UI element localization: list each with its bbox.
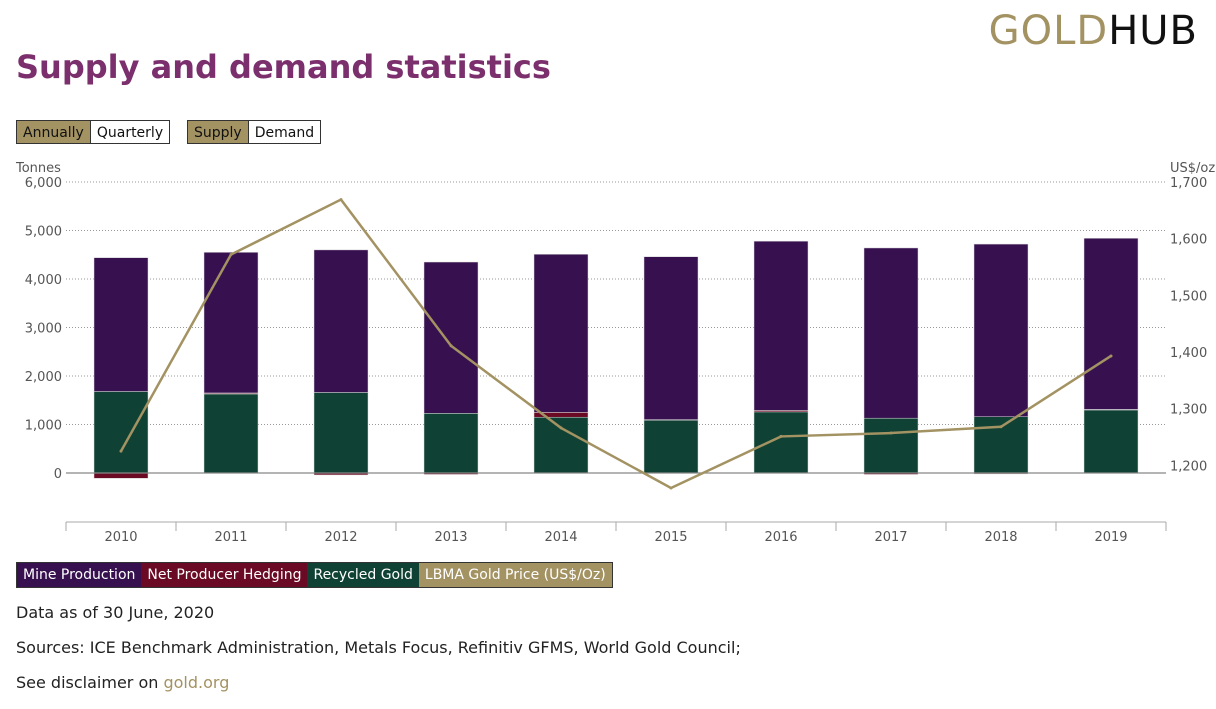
y-tick-label: 0: [54, 467, 62, 482]
price-point-2019: [1109, 354, 1113, 358]
disclaimer-prefix: See disclaimer on: [16, 673, 164, 692]
legend-item-net-producer-hedging[interactable]: Net Producer Hedging: [141, 563, 308, 587]
price-point-2011: [229, 253, 233, 257]
bar-recycled-gold-2018: [973, 416, 1029, 474]
y-tick-label: 4,000: [25, 273, 62, 288]
bar-recycled-gold-2012: [313, 392, 369, 474]
bar-recycled-gold-2010: [93, 391, 149, 474]
supply-chart: Tonnes US$/oz 0 1,000 2,000 3,000 4,000 5,000 6,…: [15, 161, 1215, 545]
logo-hub-text: HUB: [1108, 8, 1198, 54]
y-axis-title: Tonnes: [15, 161, 61, 176]
data-date-note: Data as of 30 June, 2020: [16, 603, 215, 622]
bar-mine-production-2019: [1083, 238, 1139, 410]
gold-org-link[interactable]: gold.org: [163, 673, 230, 692]
bar-recycled-gold-2019: [1083, 409, 1139, 474]
x-tick-label-2018: 2018: [984, 530, 1017, 545]
sources-note: Sources: ICE Benchmark Administration, M…: [16, 638, 741, 657]
demand-button[interactable]: Demand: [248, 120, 322, 144]
legend-item-lbma-gold-price-us-oz[interactable]: LBMA Gold Price (US$/Oz): [418, 563, 612, 587]
price-point-2016: [779, 434, 783, 438]
x-tick-label-2013: 2013: [434, 530, 467, 545]
logo-gold-text: GOLD: [988, 8, 1109, 54]
bar-recycled-gold-2017: [863, 417, 919, 474]
x-tick-label-2011: 2011: [214, 530, 247, 545]
price-line: [119, 197, 1112, 490]
y-tick-label: 5,000: [25, 225, 62, 240]
x-tick-label-2014: 2014: [544, 530, 577, 545]
bar-recycled-gold-2013: [423, 413, 479, 474]
legend-item-mine-production[interactable]: Mine Production: [17, 563, 142, 587]
bar-mine-production-2015: [643, 256, 699, 420]
period-toggle: Annually Quarterly: [16, 120, 171, 144]
x-tick-label-2012: 2012: [324, 530, 357, 545]
bar-recycled-gold-2016: [753, 411, 809, 474]
y-tick-label: 1,000: [25, 419, 62, 434]
y-tick-label: 3,000: [25, 322, 62, 337]
y2-tick-label: 1,400: [1170, 346, 1207, 361]
bar-recycled-gold-2014: [533, 416, 589, 474]
y2-tick-label: 1,200: [1170, 459, 1207, 474]
annually-button[interactable]: Annually: [16, 120, 91, 144]
y-tick-label: 2,000: [25, 370, 62, 385]
bar-recycled-gold-2011: [203, 393, 259, 474]
disclaimer-note: See disclaimer on gold.org: [16, 673, 229, 692]
x-tick-label-2016: 2016: [764, 530, 797, 545]
y2-tick-label: 1,500: [1170, 289, 1207, 304]
goldhub-logo[interactable]: GOLDHUB: [989, 8, 1198, 54]
y2-axis-title: US$/oz: [1170, 161, 1215, 176]
price-point-2014: [559, 426, 563, 430]
x-tick-label-2015: 2015: [654, 530, 687, 545]
bar-mine-production-2014: [533, 254, 589, 413]
quarterly-button[interactable]: Quarterly: [90, 120, 171, 144]
price-point-2018: [999, 425, 1003, 429]
bar-recycled-gold-2015: [643, 419, 699, 474]
bar-mine-production-2013: [423, 261, 479, 414]
x-tick-label-2010: 2010: [104, 530, 137, 545]
bar-net-producer-hedging-2010: [93, 472, 149, 479]
legend-item-recycled-gold[interactable]: Recycled Gold: [307, 563, 419, 587]
bar-mine-production-2016: [753, 240, 809, 411]
price-point-2015: [669, 486, 673, 490]
price-point-2013: [449, 344, 453, 348]
page-title: Supply and demand statistics: [16, 48, 551, 86]
price-point-2010: [119, 449, 123, 453]
bar-mine-production-2010: [93, 257, 149, 392]
chart-legend: Mine Production Net Producer Hedging Recyc…: [16, 562, 613, 588]
bar-mine-production-2018: [973, 243, 1029, 417]
y2-tick-label: 1,300: [1170, 403, 1207, 418]
view-toggle: Supply Demand: [187, 120, 322, 144]
price-point-2012: [339, 198, 343, 202]
y2-tick-label: 1,600: [1170, 233, 1207, 248]
price-point-2017: [889, 431, 893, 435]
x-tick-label-2019: 2019: [1094, 530, 1127, 545]
supply-button[interactable]: Supply: [187, 120, 249, 144]
bar-mine-production-2017: [863, 247, 919, 419]
y-tick-label: 6,000: [25, 176, 62, 191]
bar-mine-production-2012: [313, 249, 369, 393]
x-tick-label-2017: 2017: [874, 530, 907, 545]
bar-mine-production-2011: [203, 252, 259, 394]
y2-tick-label: 1,700: [1170, 176, 1207, 191]
